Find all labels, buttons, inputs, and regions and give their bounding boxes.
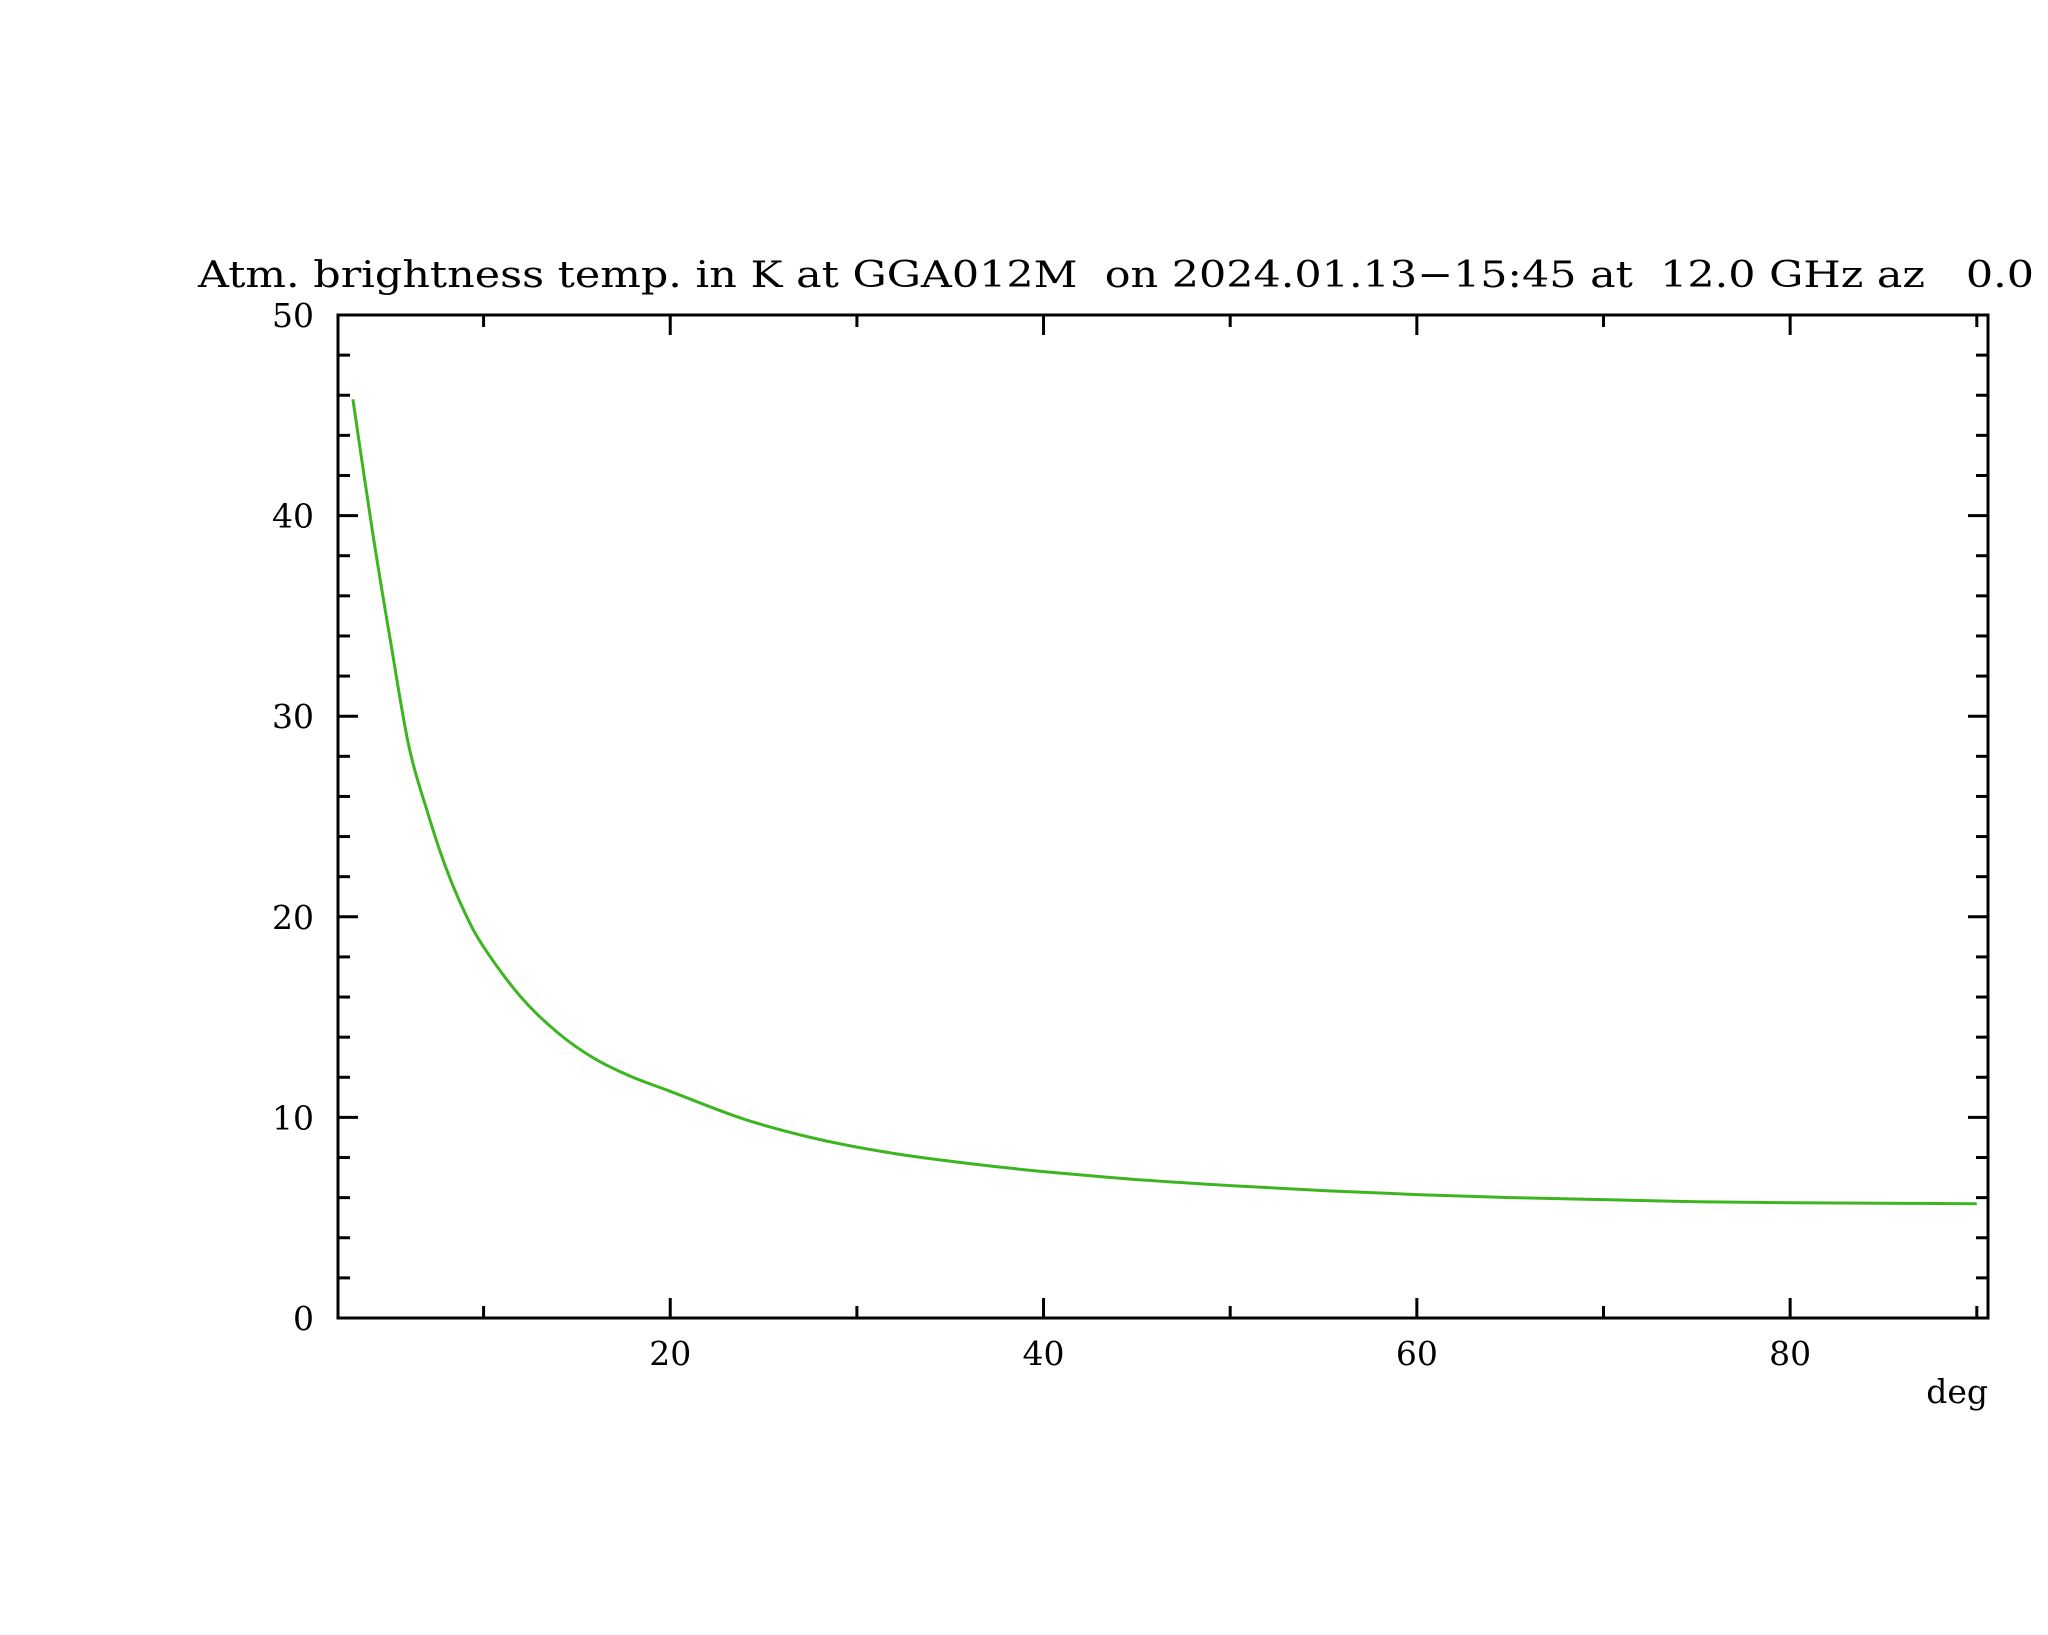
y-tick-label: 30 <box>272 697 314 736</box>
y-tick-label: 40 <box>272 497 314 536</box>
x-tick-label: 80 <box>1769 1334 1811 1373</box>
y-tick-label: 20 <box>272 898 314 937</box>
y-tick-label: 50 <box>272 296 314 335</box>
series-line <box>351 399 1977 1206</box>
x-axis-label: deg <box>1926 1372 1988 1411</box>
y-tick-label: 10 <box>272 1098 314 1137</box>
x-tick-labels: 20 40 60 80 <box>649 1334 1811 1373</box>
y-tick-label: 0 <box>293 1299 314 1338</box>
x-tick-label: 40 <box>1023 1334 1065 1373</box>
axis-ticks <box>338 313 1988 1320</box>
chart-title: Atm. brightness temp. in K at GGA012M on… <box>197 255 2034 296</box>
plot-frame <box>336 313 1990 1320</box>
x-tick-label: 20 <box>649 1334 691 1373</box>
y-tick-labels: 0 10 20 30 40 50 <box>272 296 314 1338</box>
x-tick-label: 60 <box>1396 1334 1438 1373</box>
